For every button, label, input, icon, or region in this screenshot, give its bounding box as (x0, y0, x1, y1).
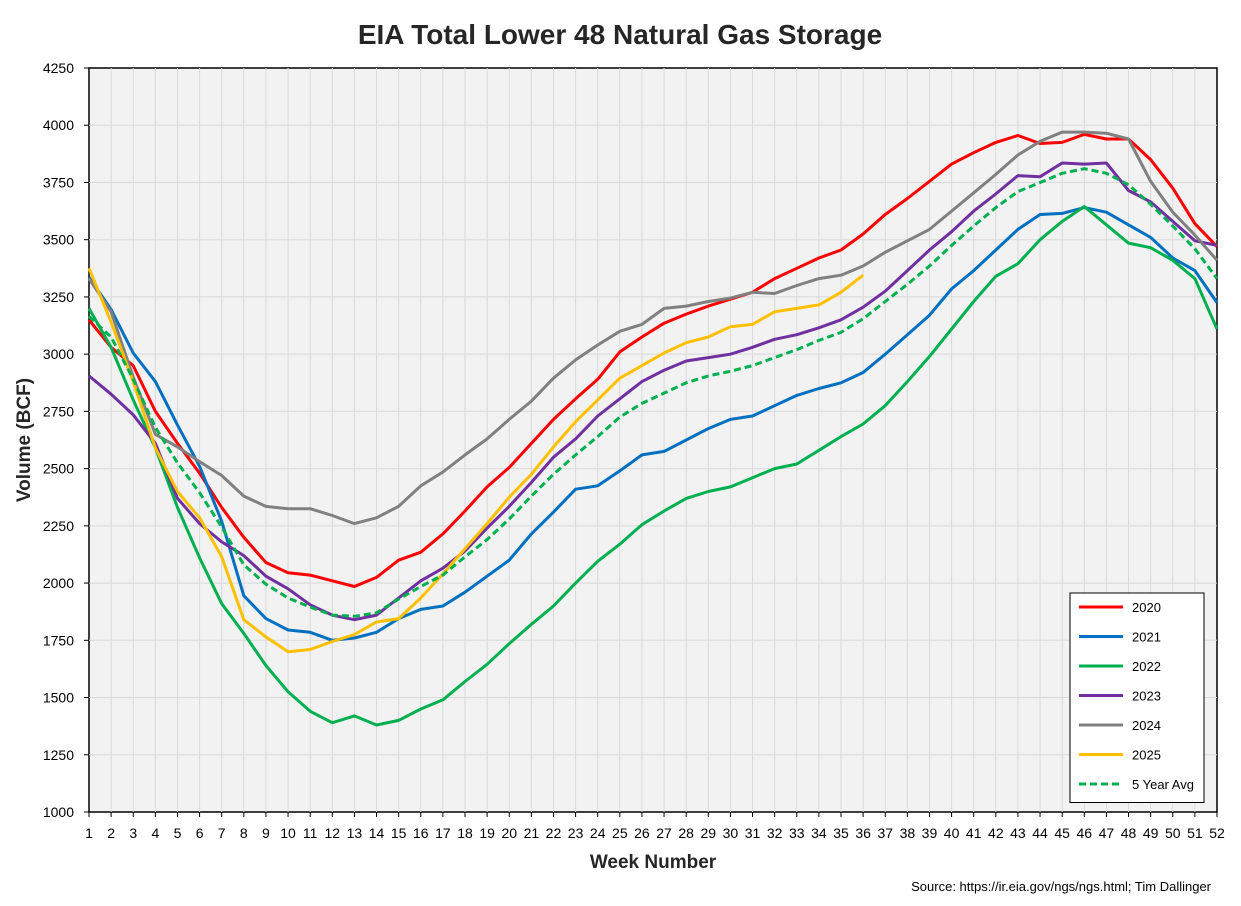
legend-label: 5 Year Avg (1132, 777, 1194, 792)
series-line-5-year-avg (87, 167, 1219, 618)
x-tick-label: 17 (435, 825, 451, 841)
x-tick-label: 48 (1121, 825, 1137, 841)
chart-title: EIA Total Lower 48 Natural Gas Storage (358, 19, 882, 50)
y-tick-label: 1250 (43, 747, 74, 763)
x-tick-label: 31 (745, 825, 761, 841)
series-line-2023 (88, 161, 1218, 622)
y-tick-label: 4250 (43, 60, 74, 76)
y-tick-label: 1500 (43, 690, 74, 706)
x-tick-label: 4 (151, 825, 159, 841)
y-tick-label: 1750 (43, 632, 74, 648)
x-tick-label: 27 (656, 825, 672, 841)
x-tick-label: 5 (174, 825, 182, 841)
legend-label: 2025 (1132, 748, 1161, 763)
x-tick-label: 34 (811, 825, 827, 841)
x-tick-label: 10 (280, 825, 296, 841)
y-tick-label: 3750 (43, 174, 74, 190)
series-lines (87, 130, 1219, 727)
legend-label: 2024 (1132, 718, 1161, 733)
series-line-2024 (87, 130, 1219, 526)
x-tick-label: 7 (218, 825, 226, 841)
x-tick-label: 2 (107, 825, 115, 841)
y-tick-label: 1000 (43, 804, 74, 820)
x-tick-label: 37 (877, 825, 893, 841)
legend: 2020 2021 2022 2023 2024 2025 5 Year Avg (1069, 592, 1205, 803)
x-tick-label: 30 (723, 825, 739, 841)
y-tick-label: 2500 (43, 461, 74, 477)
x-tick-label: 41 (966, 825, 982, 841)
x-tick-label: 20 (501, 825, 517, 841)
x-tick-label: 15 (391, 825, 407, 841)
gridlines (89, 68, 1217, 812)
y-tick-label: 4000 (43, 117, 74, 133)
source-note: Source: https://ir.eia.gov/ngs/ngs.html;… (911, 879, 1212, 894)
y-tick-label: 2750 (43, 403, 74, 419)
legend-label: 2022 (1132, 659, 1161, 674)
y-tick-label: 2250 (43, 518, 74, 534)
series-line-2025 (87, 267, 865, 654)
legend-label: 2020 (1132, 600, 1161, 615)
x-tick-label: 49 (1143, 825, 1159, 841)
x-tick-label: 51 (1187, 825, 1203, 841)
x-tick-label: 35 (833, 825, 849, 841)
x-tick-label: 36 (855, 825, 871, 841)
x-tick-label: 18 (457, 825, 473, 841)
x-tick-label: 45 (1054, 825, 1070, 841)
x-tick-label: 1 (85, 825, 93, 841)
x-tick-label: 32 (767, 825, 783, 841)
legend-box (1069, 592, 1205, 803)
x-tick-label: 14 (369, 825, 385, 841)
x-tick-label: 39 (922, 825, 938, 841)
x-tick-label: 42 (988, 825, 1004, 841)
series-line-2020 (87, 132, 1219, 588)
y-tick-label: 3000 (43, 346, 74, 362)
x-tick-label: 19 (479, 825, 495, 841)
legend-label: 2021 (1132, 630, 1161, 645)
x-tick-label: 6 (196, 825, 204, 841)
x-tick-label: 33 (789, 825, 805, 841)
plot-area (88, 67, 1218, 813)
series-line-2021 (87, 206, 1219, 642)
x-tick-label: 52 (1209, 825, 1225, 841)
x-tick-label: 12 (325, 825, 341, 841)
x-tick-label: 46 (1077, 825, 1093, 841)
x-tick-label: 43 (1010, 825, 1026, 841)
y-tick-label: 2000 (43, 575, 74, 591)
x-tick-label: 26 (634, 825, 650, 841)
x-tick-label: 38 (900, 825, 916, 841)
x-tick-label: 25 (612, 825, 628, 841)
x-tick-label: 11 (303, 825, 318, 841)
x-tick-label: 50 (1165, 825, 1181, 841)
x-tick-label: 16 (413, 825, 429, 841)
x-tick-label: 23 (568, 825, 584, 841)
x-tick-label: 40 (944, 825, 960, 841)
x-tick-label: 21 (524, 825, 540, 841)
x-tick-label: 3 (129, 825, 137, 841)
x-tick-label: 8 (240, 825, 248, 841)
x-tick-label: 22 (546, 825, 562, 841)
series-line-2022 (87, 205, 1219, 727)
x-axis-title: Week Number (590, 852, 717, 873)
x-tick-label: 44 (1032, 825, 1048, 841)
x-tick-label: 13 (347, 825, 363, 841)
y-tick-label: 3250 (43, 289, 74, 305)
y-axis-title: Volume (BCF) (14, 378, 35, 502)
x-tick-label: 28 (678, 825, 694, 841)
x-tick-label: 9 (262, 825, 270, 841)
y-tick-label: 3500 (43, 232, 74, 248)
legend-label: 2023 (1132, 689, 1161, 704)
axis-ticks: 1 2 3 4 5 6 7 8 9 10 11 12 13 14 15 16 17 18 19 20 21 22 23 24 2… (43, 60, 1225, 841)
x-tick-label: 24 (590, 825, 606, 841)
x-tick-label: 47 (1099, 825, 1115, 841)
x-tick-label: 29 (701, 825, 717, 841)
